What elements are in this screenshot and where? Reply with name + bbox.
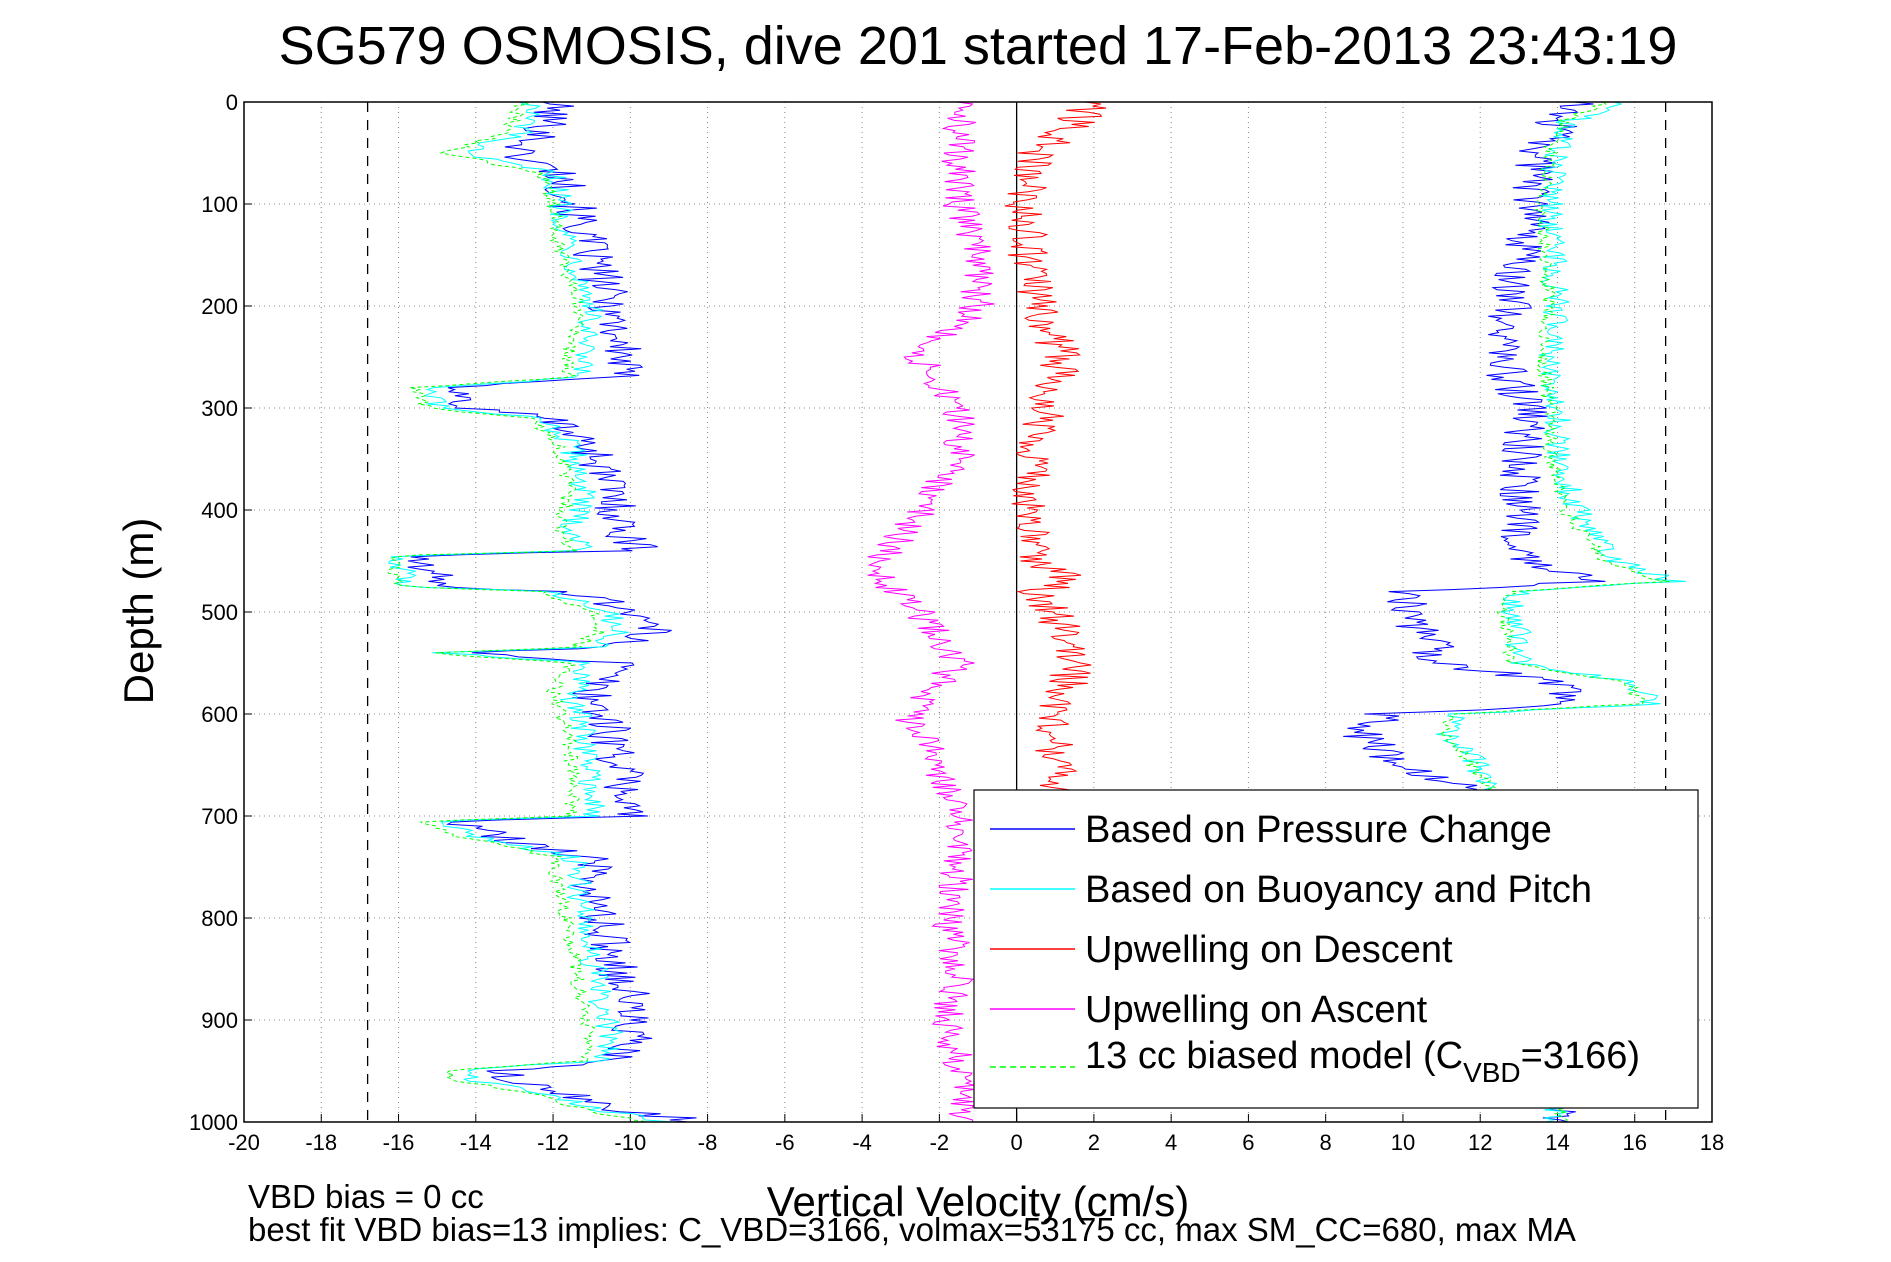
series-buoyancy-descent-trace (387, 101, 674, 1123)
series-layer (386, 101, 1686, 1123)
y-tick-label: 1000 (189, 1110, 238, 1135)
x-tick-label: 6 (1242, 1130, 1254, 1155)
footnote-line-2: best fit VBD bias=13 implies: C_VBD=3166… (248, 1211, 1576, 1248)
x-tick-label: 14 (1545, 1130, 1569, 1155)
x-axis-label: Vertical Velocity (cm/s) (767, 1178, 1189, 1225)
legend-label-model: 13 cc biased model (CVBD=3166) (1085, 1035, 1640, 1088)
x-tick-label: 10 (1391, 1130, 1415, 1155)
y-tick-label: 0 (226, 90, 238, 115)
x-tick-labels: -20 -18 -16 -14 -12 -10 -8 -6 -4 -2 0 2 4 6 8 10 12 14 16 1… (228, 1130, 1724, 1155)
legend-box (973, 789, 1699, 1109)
legend-label-model-main: 13 cc biased model (C (1085, 1035, 1463, 1077)
y-tick-label: 700 (201, 804, 238, 829)
x-tick-label: -14 (460, 1130, 492, 1155)
legend-label-model-tail: =3166) (1521, 1035, 1640, 1077)
series-ascent-ascent-trace (867, 101, 995, 1123)
x-tick-label: -18 (305, 1130, 337, 1155)
y-axis-label: Depth (m) (115, 518, 162, 705)
series-pressure-descent-trace (407, 101, 697, 1123)
y-tick-label: 500 (201, 600, 238, 625)
y-tick-label: 200 (201, 294, 238, 319)
x-tick-label: 0 (1011, 1130, 1023, 1155)
x-tick-label: -12 (537, 1130, 569, 1155)
x-tick-label: -2 (930, 1130, 950, 1155)
y-tick-label: 100 (201, 192, 238, 217)
y-tick-label: 300 (201, 396, 238, 421)
x-tick-label: 12 (1468, 1130, 1492, 1155)
legend-label-descent: Upwelling on Descent (1085, 929, 1453, 971)
x-tick-label: 16 (1622, 1130, 1646, 1155)
legend: Based on Pressure Change Based on Buoyan… (973, 789, 1699, 1109)
x-tick-label: -20 (228, 1130, 260, 1155)
x-tick-label: -8 (698, 1130, 718, 1155)
x-tick-label: 2 (1088, 1130, 1100, 1155)
x-tick-label: 18 (1700, 1130, 1724, 1155)
y-tick-label: 900 (201, 1008, 238, 1033)
x-tick-label: 8 (1320, 1130, 1332, 1155)
legend-label-ascent: Upwelling on Ascent (1085, 989, 1428, 1031)
chart-title: SG579 OSMOSIS, dive 201 started 17-Feb-2… (279, 16, 1678, 76)
x-tick-label: -10 (614, 1130, 646, 1155)
footnote-line-1: VBD bias = 0 cc (248, 1178, 484, 1215)
y-tick-label: 400 (201, 498, 238, 523)
x-tick-label: -16 (383, 1130, 415, 1155)
legend-label-pressure: Based on Pressure Change (1085, 809, 1552, 851)
legend-label-buoyancy: Based on Buoyancy and Pitch (1085, 869, 1592, 911)
y-tick-labels: 0 100 200 300 400 500 600 700 800 900 1000 (189, 90, 238, 1135)
plot-frame (243, 101, 1713, 1123)
x-tick-label: -4 (852, 1130, 872, 1155)
series-descent-descent-trace (1004, 101, 1107, 817)
legend-label-model-sub: VBD (1463, 1057, 1521, 1088)
x-tick-label: -6 (775, 1130, 795, 1155)
y-tick-label: 600 (201, 702, 238, 727)
series-model-descent-trace (386, 101, 650, 1123)
x-tick-label: 4 (1165, 1130, 1177, 1155)
y-tick-label: 800 (201, 906, 238, 931)
